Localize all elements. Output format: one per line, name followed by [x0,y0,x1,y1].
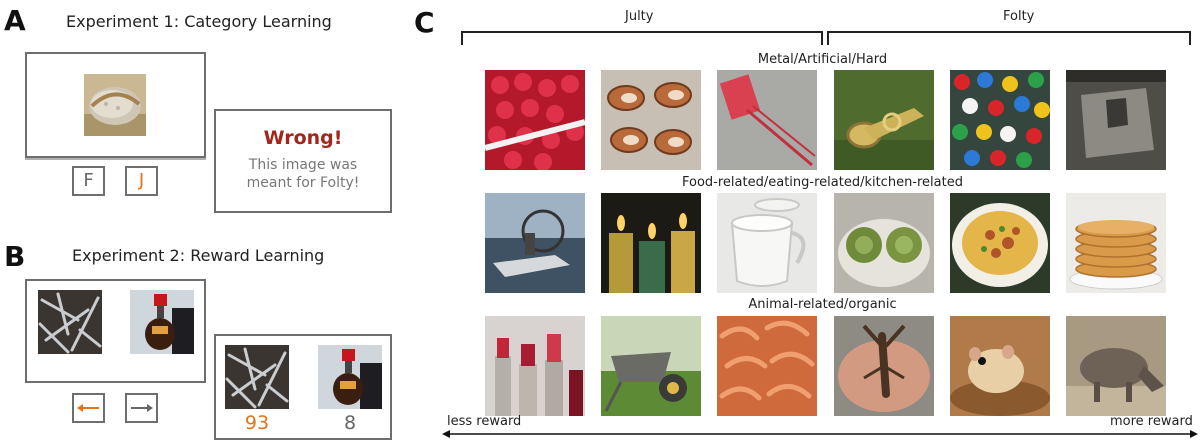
artichokes-image [834,193,934,293]
pancakes-image [1066,193,1166,293]
stone-block-image [1066,70,1166,170]
panel-c-letter: C [414,6,435,39]
panel-a-letter: A [4,4,26,37]
nails-image [38,290,102,354]
reward-axis-arrow-left [442,430,450,438]
experiment-1-title: Experiment 1: Category Learning [66,12,332,31]
seashells-image [601,70,701,170]
hamster-image [950,316,1050,416]
nails-image-feedback [225,345,289,409]
feedback-screen: Wrong! This image was meant for Folty! [214,109,392,213]
key-f[interactable]: F [72,166,105,196]
axis-label-less-reward: less reward [447,414,522,429]
choice-screen [25,279,206,383]
reward-value-right: 8 [343,412,357,434]
soy-sauce-image-feedback [318,345,382,409]
experiment-2-title: Experiment 2: Reward Learning [72,246,325,265]
lipsticks-image [485,316,585,416]
screen-underline [25,158,206,160]
group-brackets [461,31,1191,45]
shrimps-image [717,316,817,416]
teacups-image [717,193,817,293]
panel-b-letter: B [4,240,26,273]
key-j[interactable]: J [125,166,158,196]
reward-axis [442,430,1198,438]
arrow-right-icon [131,404,153,412]
feedback-title: Wrong! [263,127,343,149]
crayfish-image [834,316,934,416]
axis-label-more-reward: more reward [1110,414,1193,429]
folty-bracket [827,31,1191,45]
reward-feedback-screen: 93 8 [214,334,392,440]
airboat-image [485,193,585,293]
soy-sauce-image [130,290,194,354]
row-label-1: Metal/Artificial/Hard [757,52,888,67]
bread-image [84,74,146,136]
reward-axis-arrow-right [1190,430,1198,438]
tuba-image [834,70,934,170]
arrow-left-key[interactable] [72,393,105,423]
group-label-julty: Julty [625,9,654,24]
arrow-right-key[interactable] [125,393,158,423]
thumbtacks-image [950,70,1050,170]
feedback-line-1: This image was [248,157,358,173]
row-label-2: Food-related/eating-related/kitchen-rela… [682,175,963,190]
feedback-line-2: meant for Folty! [246,175,360,191]
boar-image [1066,316,1166,416]
julty-bracket [461,31,823,45]
stimulus-screen [25,52,206,158]
wheelbarrow-image [601,316,701,416]
fly-swatter-image [717,70,817,170]
raspberries-image [485,70,585,170]
candles-image [601,193,701,293]
reward-value-left: 93 [244,412,270,434]
arrow-left-icon [77,404,99,412]
group-label-folty: Folty [1003,9,1035,24]
row-label-3: Animal-related/organic [748,297,897,312]
nachos-image [950,193,1050,293]
